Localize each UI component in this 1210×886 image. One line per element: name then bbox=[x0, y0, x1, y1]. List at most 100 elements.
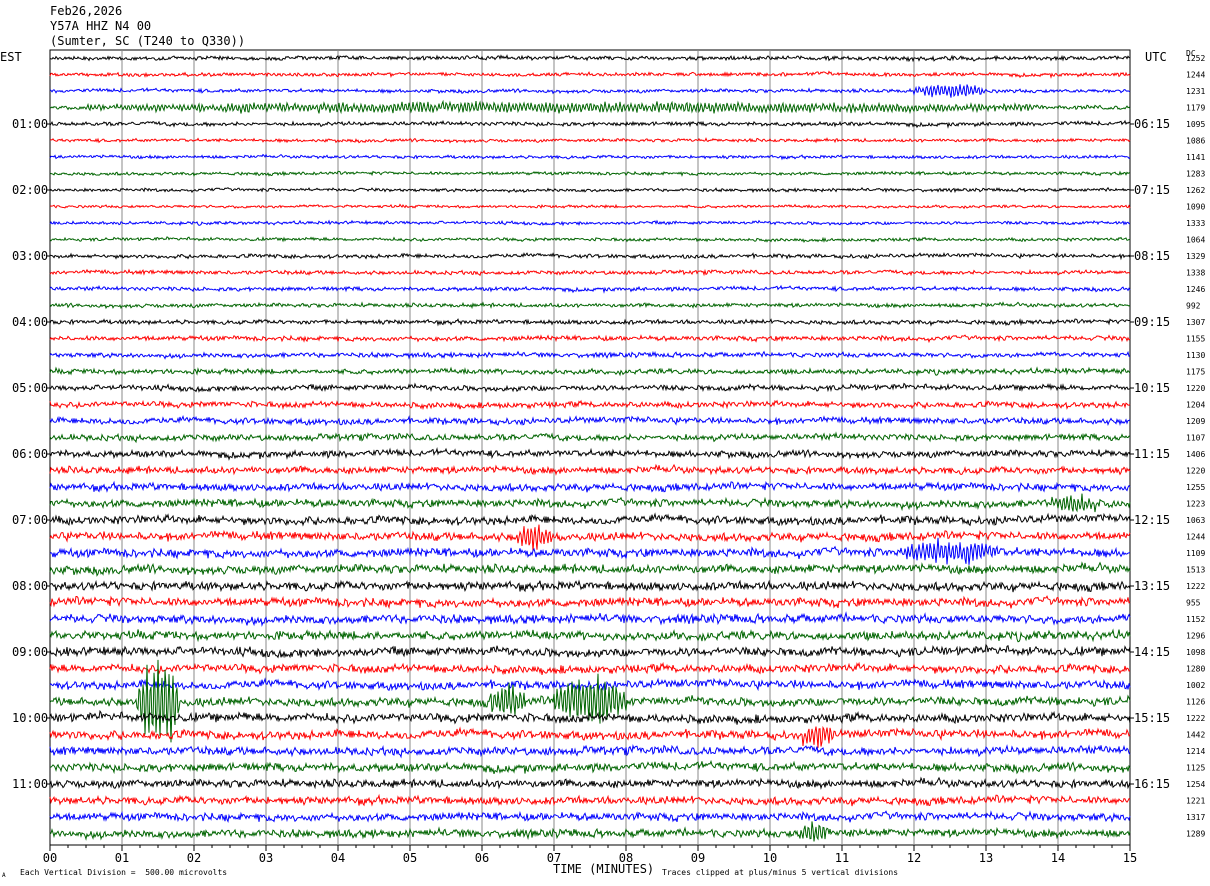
dc-offset-label: 1204 bbox=[1186, 401, 1205, 410]
trace-line bbox=[49, 99, 1131, 115]
dc-offset-label: 1442 bbox=[1186, 731, 1205, 740]
x-tick-label: 04 bbox=[331, 851, 345, 865]
trace-line bbox=[49, 54, 1131, 63]
x-tick-label: 11 bbox=[835, 851, 849, 865]
right-hour-label: 16:15 bbox=[1134, 777, 1170, 791]
trace-line bbox=[49, 399, 1131, 411]
trace-line bbox=[49, 595, 1131, 610]
trace-line bbox=[49, 415, 1131, 427]
dc-offset-label: 1179 bbox=[1186, 104, 1205, 113]
x-tick-label: 01 bbox=[115, 851, 129, 865]
x-tick-label: 08 bbox=[619, 851, 633, 865]
dc-offset-label: 1175 bbox=[1186, 368, 1205, 377]
right-hour-label: 09:15 bbox=[1134, 315, 1170, 329]
header-date: Feb26,2026 bbox=[50, 4, 123, 18]
trace-line bbox=[49, 137, 1131, 144]
trace-line bbox=[49, 759, 1131, 775]
dc-offset-label: 1220 bbox=[1186, 384, 1205, 393]
trace-line bbox=[49, 446, 1131, 461]
dc-offset-label: 1223 bbox=[1186, 500, 1205, 509]
x-tick-label: 07 bbox=[547, 851, 561, 865]
trace-line bbox=[49, 170, 1131, 177]
left-hour-label: 09:00 bbox=[12, 645, 48, 659]
right-hour-label: 08:15 bbox=[1134, 249, 1170, 263]
dc-offset-label: 1231 bbox=[1186, 87, 1205, 96]
x-tick-label: 02 bbox=[187, 851, 201, 865]
trace-line bbox=[49, 579, 1131, 593]
dc-offset-label: 1296 bbox=[1186, 632, 1205, 641]
x-tick-label: 05 bbox=[403, 851, 417, 865]
right-hour-label: 15:15 bbox=[1134, 711, 1170, 725]
trace-line bbox=[49, 744, 1131, 759]
x-tick-label: 15 bbox=[1123, 851, 1137, 865]
trace-line bbox=[49, 382, 1130, 393]
trace-line bbox=[49, 219, 1131, 227]
right-hour-label: 11:15 bbox=[1134, 447, 1170, 461]
dc-offset-label: 1280 bbox=[1186, 665, 1205, 674]
x-axis-label: TIME (MINUTES) bbox=[553, 862, 655, 876]
trace-line bbox=[49, 561, 1131, 577]
trace-line bbox=[49, 793, 1131, 807]
x-tick-label: 12 bbox=[907, 851, 921, 865]
trace-line bbox=[49, 821, 1131, 842]
dc-offset-label: 1252 bbox=[1186, 54, 1205, 63]
trace-line bbox=[49, 776, 1131, 790]
trace-line bbox=[49, 810, 1131, 824]
dc-offset-label: 1254 bbox=[1186, 780, 1205, 789]
dc-offset-label: 1283 bbox=[1186, 170, 1205, 179]
dc-offset-label: 1098 bbox=[1186, 648, 1205, 657]
left-hour-label: 01:00 bbox=[12, 117, 48, 131]
dc-offset-label: 1064 bbox=[1186, 236, 1205, 245]
dc-offset-label: 1255 bbox=[1186, 483, 1205, 492]
trace-line bbox=[49, 318, 1131, 327]
dc-offset-label: 1130 bbox=[1186, 351, 1205, 360]
dc-offset-label: 1209 bbox=[1186, 417, 1205, 426]
x-tick-label: 13 bbox=[979, 851, 993, 865]
dc-offset-label: 1152 bbox=[1186, 615, 1205, 624]
right-hour-label: 14:15 bbox=[1134, 645, 1170, 659]
trace-line bbox=[49, 677, 1131, 692]
left-timezone-label: EST bbox=[0, 50, 22, 64]
dc-offset-label: 1155 bbox=[1186, 335, 1205, 344]
trace-line bbox=[49, 661, 1131, 676]
trace-line bbox=[49, 480, 1131, 493]
left-hour-label: 02:00 bbox=[12, 183, 48, 197]
trace-line bbox=[49, 512, 1131, 527]
dc-offset-label: 1126 bbox=[1186, 698, 1205, 707]
trace-line bbox=[49, 268, 1131, 277]
x-tick-label: 00 bbox=[43, 851, 57, 865]
dc-offset-label: 1002 bbox=[1186, 681, 1205, 690]
right-timezone-label: UTC bbox=[1145, 50, 1167, 64]
x-tick-label: 09 bbox=[691, 851, 705, 865]
dc-offset-label: 1090 bbox=[1186, 203, 1205, 212]
header-location: (Sumter, SC (T240 to Q330)) bbox=[50, 34, 246, 48]
x-tick-label: 10 bbox=[763, 851, 777, 865]
dc-offset-label: 1107 bbox=[1186, 434, 1205, 443]
trace-line bbox=[49, 611, 1131, 628]
trace-line bbox=[49, 235, 1131, 244]
trace-line bbox=[49, 643, 1131, 659]
header-station: Y57A HHZ N4 00 bbox=[50, 19, 152, 33]
right-hour-label: 07:15 bbox=[1134, 183, 1170, 197]
x-tick-label: 14 bbox=[1051, 851, 1065, 865]
dc-offset-label: 1262 bbox=[1186, 186, 1205, 195]
dc-offset-label: 1141 bbox=[1186, 153, 1205, 162]
trace-line bbox=[49, 463, 1131, 476]
trace-line bbox=[49, 301, 1131, 310]
x-tick-label: 03 bbox=[259, 851, 273, 865]
dc-offset-label: 1063 bbox=[1186, 516, 1205, 525]
scale-note: Each Vertical Division = 500.00 microvol… bbox=[20, 868, 228, 877]
dc-offset-label: 1222 bbox=[1186, 714, 1205, 723]
trace-line bbox=[49, 119, 1131, 129]
dc-offset-label: 1222 bbox=[1186, 582, 1205, 591]
trace-line bbox=[49, 366, 1131, 377]
dc-offset-label: 1125 bbox=[1186, 764, 1205, 773]
trace-line bbox=[49, 153, 1131, 161]
plot-frame bbox=[49, 49, 1131, 846]
trace-line bbox=[49, 252, 1131, 261]
left-hour-label: 04:00 bbox=[12, 315, 48, 329]
dc-offset-label: 1214 bbox=[1186, 747, 1205, 756]
dc-offset-label: 1220 bbox=[1186, 467, 1205, 476]
trace-line bbox=[49, 350, 1130, 360]
dc-offset-label: 1086 bbox=[1186, 137, 1205, 146]
